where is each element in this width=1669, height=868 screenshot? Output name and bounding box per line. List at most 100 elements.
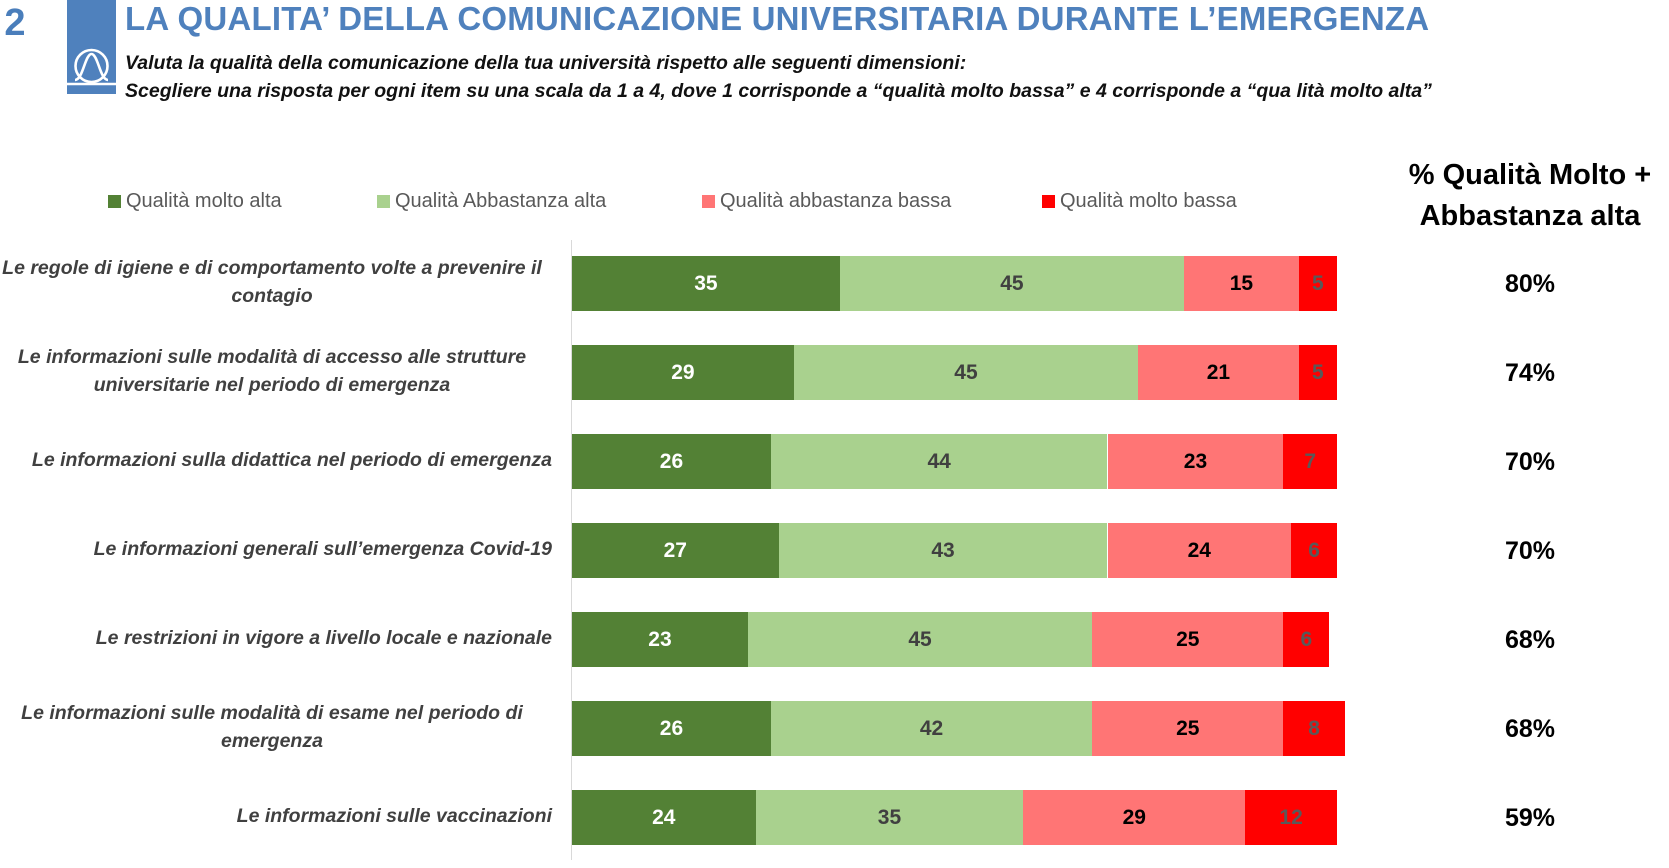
bar-row: 26 44 23 7 — [572, 434, 1337, 489]
bar-segment: 24 — [1107, 523, 1292, 578]
data-label: 6 — [1308, 538, 1320, 562]
category-label-line: Le informazioni sulla didattica nel peri… — [31, 448, 552, 471]
summary-percent: 68% — [1504, 715, 1556, 743]
category-label: Le informazioni generali sull’emergenza … — [0, 535, 552, 563]
summary-heading-line2: Abbastanza alta — [1419, 200, 1641, 232]
summary-percent: 74% — [1504, 359, 1556, 387]
bar-segment: 45 — [839, 256, 1184, 311]
category-axis-line — [571, 240, 572, 860]
bar-segment: 24 — [572, 790, 756, 845]
legend-label: Qualità abbastanza bassa — [720, 190, 952, 212]
legend-item: Qualità molto bassa — [1042, 190, 1237, 213]
category-label-line: emergenza — [221, 729, 323, 752]
category-label-line: Le restrizioni in vigore a livello local… — [95, 626, 552, 649]
data-label: 45 — [954, 360, 978, 384]
summary-percent: 70% — [1504, 448, 1556, 476]
legend-item: Qualità abbastanza bassa — [702, 190, 951, 213]
bar-segment: 23 — [1107, 434, 1284, 489]
bar-segment: 27 — [572, 523, 779, 578]
bar-segment: 29 — [1023, 790, 1246, 845]
data-label: 15 — [1229, 271, 1254, 295]
data-label: 5 — [1312, 271, 1324, 295]
bar-row: 29 45 21 5 — [572, 345, 1337, 400]
data-label: 21 — [1206, 360, 1231, 384]
summary-percent: 68% — [1504, 626, 1556, 654]
bar-segment: 35 — [572, 256, 840, 311]
legend-swatch — [108, 195, 121, 208]
data-label: 12 — [1279, 805, 1303, 829]
bar-segment: 25 — [1092, 701, 1284, 756]
summary-heading-line1: % Qualità Molto + — [1408, 159, 1652, 191]
data-label: 25 — [1176, 627, 1200, 651]
category-label-line: Le informazioni generali sull’emergenza … — [93, 537, 552, 560]
legend-item: Qualità molto alta — [108, 190, 282, 213]
summary-percent: 80% — [1504, 270, 1556, 298]
summary-percent: 59% — [1504, 804, 1556, 832]
bar-segment: 21 — [1138, 345, 1299, 400]
category-label-line: contagio — [231, 284, 313, 307]
bar-row: 23 45 25 6 — [572, 612, 1337, 667]
bar-segment: 42 — [770, 701, 1093, 756]
data-label: 44 — [927, 449, 951, 473]
bar-row: 35 45 15 5 — [572, 256, 1337, 311]
category-label-line: Le informazioni sulle modalità di esame … — [21, 701, 523, 724]
category-label: Le informazioni sulla didattica nel peri… — [0, 446, 552, 474]
subtitle-question: Valuta la qualità della comunicazione de… — [125, 52, 967, 74]
data-label: 35 — [694, 271, 718, 295]
data-label: 45 — [1000, 271, 1024, 295]
category-label: Le regole di igiene e di comportamento v… — [0, 254, 552, 310]
bar-segment: 43 — [778, 523, 1108, 578]
bar-segment: 23 — [572, 612, 748, 667]
bar-segment: 26 — [572, 701, 771, 756]
data-label: 45 — [908, 627, 932, 651]
bar-segment: 25 — [1092, 612, 1284, 667]
category-label-line: Le regole di igiene e di comportamento v… — [2, 256, 542, 279]
bar-segment: 44 — [770, 434, 1108, 489]
bar-row: 27 43 24 6 — [572, 523, 1337, 578]
data-label: 23 — [648, 627, 672, 651]
category-label: Le informazioni sulle vaccinazioni — [0, 802, 552, 830]
data-label: 29 — [1122, 805, 1146, 829]
data-label: 27 — [663, 538, 687, 562]
bar-segment: 5 — [1298, 345, 1337, 400]
bar-segment: 12 — [1245, 790, 1337, 845]
summary-percent: 70% — [1504, 537, 1556, 565]
data-label: 23 — [1183, 449, 1208, 473]
legend-swatch — [377, 195, 390, 208]
category-label: Le informazioni sulle modalità di access… — [0, 343, 552, 399]
data-label: 26 — [659, 449, 684, 473]
category-label-line: universitarie nel periodo di emergenza — [93, 373, 451, 396]
bar-row: 26 42 25 8 — [572, 701, 1345, 756]
category-label: Le restrizioni in vigore a livello local… — [0, 624, 552, 652]
bar-row: 24 35 29 12 — [572, 790, 1337, 845]
data-label: 25 — [1176, 716, 1200, 740]
legend-swatch — [1042, 195, 1055, 208]
legend-label: Qualità Abbastanza alta — [395, 190, 607, 212]
data-label: 24 — [1187, 538, 1211, 562]
legend-label: Qualità molto alta — [126, 190, 282, 212]
data-label: 29 — [671, 360, 695, 384]
data-label: 24 — [652, 805, 676, 829]
bar-segment: 8 — [1283, 701, 1345, 756]
data-label: 43 — [931, 538, 955, 562]
summary-column-heading: % Qualità Molto + Abbastanza alta — [1380, 155, 1669, 237]
bar-segment: 5 — [1298, 256, 1337, 311]
legend-label: Qualità molto bassa — [1060, 190, 1237, 212]
bar-segment: 29 — [572, 345, 794, 400]
data-label: 42 — [919, 716, 944, 740]
bar-segment: 35 — [755, 790, 1024, 845]
data-label: 26 — [659, 716, 684, 740]
bar-segment: 6 — [1283, 612, 1330, 667]
data-label: 7 — [1304, 449, 1317, 473]
slide-number: 2 — [4, 2, 26, 44]
bar-segment: 45 — [747, 612, 1093, 667]
data-label: 35 — [877, 805, 902, 829]
category-label: Le informazioni sulle modalità di esame … — [0, 699, 552, 755]
bar-segment: 26 — [572, 434, 771, 489]
bar-segment: 15 — [1184, 256, 1299, 311]
legend-swatch — [702, 195, 715, 208]
bar-segment: 6 — [1291, 523, 1337, 578]
category-label-line: Le informazioni sulle modalità di access… — [17, 345, 527, 368]
data-label: 6 — [1300, 627, 1313, 651]
data-label: 8 — [1308, 716, 1320, 740]
